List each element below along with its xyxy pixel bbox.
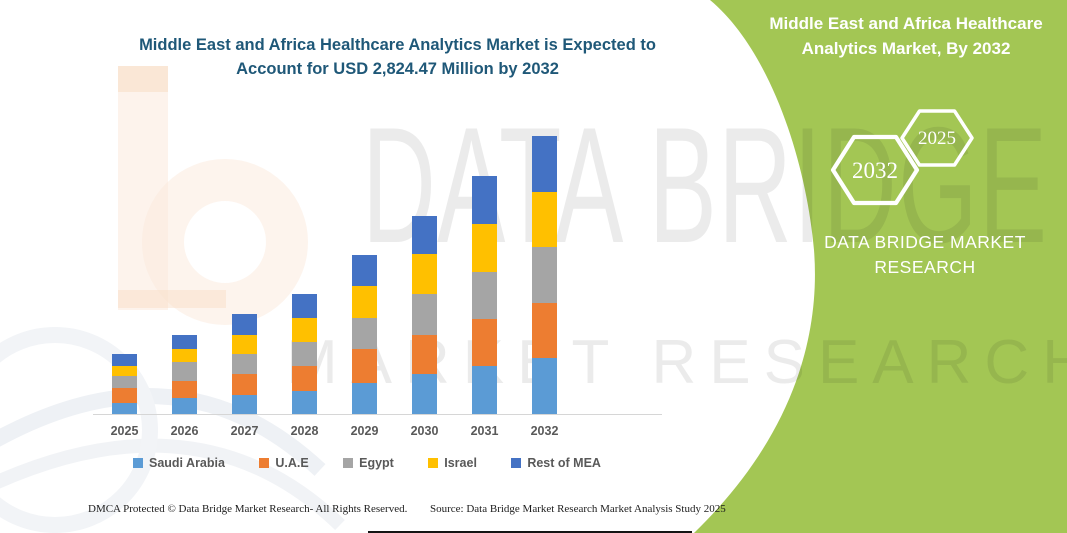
bar-segment-2025-saudi-arabia: [112, 402, 137, 414]
bar-segment-2031-u-a-e: [472, 319, 497, 366]
bar-segment-2032-u-a-e: [532, 302, 557, 358]
bar-segment-2032-rest-of-mea: [532, 136, 557, 192]
x-tick-2032: 2032: [530, 424, 559, 438]
stacked-bar-2025: [112, 354, 137, 414]
legend-item-rest-of-mea: Rest of MEA: [511, 456, 601, 470]
x-tick-2026: 2026: [170, 424, 199, 438]
banner-title-line1: Middle East and Africa Healthcare: [769, 14, 1043, 33]
bar-segment-2031-rest-of-mea: [472, 176, 497, 225]
bar-segment-2030-saudi-arabia: [412, 374, 437, 414]
chart-title-line1: Middle East and Africa Healthcare Analyt…: [139, 36, 656, 54]
stacked-bar-2030: [412, 215, 437, 414]
bar-segment-2026-saudi-arabia: [172, 397, 197, 414]
bar-segment-2030-israel: [412, 254, 437, 295]
legend-item-saudi-arabia: Saudi Arabia: [133, 456, 225, 470]
bar-segment-2026-egypt: [172, 362, 197, 382]
swoosh-ring: [0, 327, 158, 533]
bar-segment-2029-egypt: [352, 317, 377, 350]
legend-label: Egypt: [359, 456, 394, 470]
bar-segment-2027-u-a-e: [232, 374, 257, 396]
stacked-bar-2028: [292, 294, 317, 414]
bar-segment-2030-rest-of-mea: [412, 215, 437, 255]
stacked-bar-2027: [232, 314, 257, 414]
x-tick-2031: 2031: [470, 424, 499, 438]
x-tick-2030: 2030: [410, 424, 439, 438]
plot-area: [93, 136, 662, 414]
legend-swatch: [343, 458, 354, 468]
brand-name: DATA BRIDGE MARKET RESEARCH: [790, 230, 1060, 280]
bar-segment-2027-saudi-arabia: [232, 395, 257, 414]
hexagon-2032-label: 2032: [852, 158, 898, 183]
bar-segment-2032-saudi-arabia: [532, 357, 557, 414]
banner-title-line2: Analytics Market, By 2032: [801, 38, 1011, 58]
legend-label: Israel: [444, 456, 477, 470]
legend-label: Rest of MEA: [527, 456, 601, 470]
bar-segment-2028-israel: [292, 317, 317, 342]
bar-segment-2032-egypt: [532, 246, 557, 303]
legend-swatch: [259, 458, 270, 468]
chart-title-line2: Account for USD 2,824.47 Million by 2032: [236, 59, 559, 78]
logo-b-cap: [118, 66, 168, 92]
bar-segment-2027-israel: [232, 335, 257, 355]
banner-title: Middle East and Africa Healthcare Analyt…: [745, 12, 1067, 62]
logo-b-base: [118, 290, 226, 308]
bar-segment-2029-rest-of-mea: [352, 254, 377, 286]
bar-segment-2026-rest-of-mea: [172, 335, 197, 350]
bar-segment-2031-israel: [472, 224, 497, 272]
brand-line2: RESEARCH: [874, 256, 976, 277]
stacked-bar-2032: [532, 136, 557, 414]
stacked-bar-2029: [352, 254, 377, 414]
dmca-notice: DMCA Protected © Data Bridge Market Rese…: [88, 503, 408, 515]
logo-b-bowl: [142, 159, 308, 325]
bar-segment-2028-egypt: [292, 341, 317, 366]
hexagon-2025-label: 2025: [918, 128, 956, 149]
bar-segment-2029-israel: [352, 285, 377, 318]
x-axis-labels: 2025 2026 2027 2028 2029 2030 2031 2032: [93, 424, 662, 440]
legend-swatch: [511, 458, 522, 468]
green-banner-polygon: [694, 0, 1067, 533]
bar-segment-2031-egypt: [472, 271, 497, 320]
bar-segment-2026-israel: [172, 349, 197, 363]
bar-segment-2025-rest-of-mea: [112, 354, 137, 366]
x-tick-2028: 2028: [290, 424, 319, 438]
bar-segment-2028-rest-of-mea: [292, 294, 317, 318]
bar-segment-2028-u-a-e: [292, 365, 317, 391]
stacked-bar-2031: [472, 176, 497, 414]
legend-item-u-a-e: U.A.E: [259, 456, 309, 470]
chart-legend: Saudi Arabia U.A.E Egypt Israel Rest of MEA: [133, 456, 601, 470]
legend-swatch: [133, 458, 143, 468]
chart-title: Middle East and Africa Healthcare Analyt…: [85, 34, 710, 82]
bar-segment-2029-u-a-e: [352, 349, 377, 384]
bar-segment-2030-egypt: [412, 294, 437, 335]
x-tick-2025: 2025: [110, 424, 139, 438]
bar-segment-2026-u-a-e: [172, 381, 197, 398]
bar-segment-2025-egypt: [112, 376, 137, 389]
x-tick-2029: 2029: [350, 424, 379, 438]
brand-line1: DATA BRIDGE MARKET: [824, 232, 1026, 252]
bottom-border-line: [368, 531, 692, 533]
legend-item-egypt: Egypt: [343, 456, 394, 470]
legend-label: Saudi Arabia: [149, 456, 225, 470]
bar-segment-2031-saudi-arabia: [472, 365, 497, 414]
bar-segment-2027-rest-of-mea: [232, 314, 257, 336]
x-axis-line: [93, 414, 662, 415]
bar-segment-2030-u-a-e: [412, 334, 437, 375]
legend-swatch: [428, 458, 439, 468]
stacked-bar-2026: [172, 335, 197, 414]
x-tick-2027: 2027: [230, 424, 259, 438]
bar-segment-2027-egypt: [232, 354, 257, 375]
bar-segment-2025-israel: [112, 365, 137, 377]
bar-segment-2029-saudi-arabia: [352, 383, 377, 414]
bar-segment-2028-saudi-arabia: [292, 390, 317, 414]
bar-segment-2032-israel: [532, 191, 557, 247]
bar-segment-2025-u-a-e: [112, 388, 137, 403]
legend-item-israel: Israel: [428, 456, 477, 470]
source-note: Source: Data Bridge Market Research Mark…: [430, 503, 726, 515]
legend-label: U.A.E: [275, 456, 309, 470]
swoosh-curve-2: [0, 438, 345, 531]
swoosh-curve: [0, 388, 326, 476]
